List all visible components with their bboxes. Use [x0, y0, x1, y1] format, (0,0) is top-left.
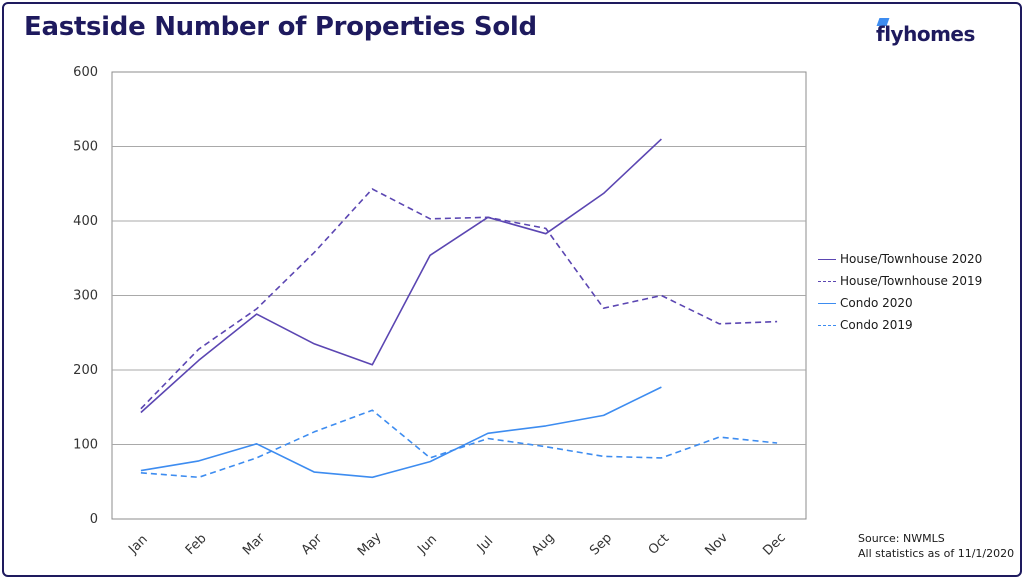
legend-label: Condo 2019	[840, 318, 913, 332]
x-tick-label: May	[355, 530, 385, 560]
series-line-condo-2019	[140, 409, 778, 479]
x-tick-label: Feb	[183, 531, 210, 558]
x-tick-label: Sep	[587, 531, 615, 559]
source-note: Source: NWMLS All statistics as of 11/1/…	[858, 531, 1014, 561]
y-tick-label: 600	[73, 65, 98, 80]
x-tick-label: Jun	[414, 532, 440, 558]
legend-label: Condo 2020	[840, 296, 913, 310]
legend-swatch	[818, 303, 836, 304]
x-tick-label: Jul	[474, 534, 496, 556]
source-line: Source: NWMLS	[858, 532, 945, 545]
x-tick-label: Oct	[646, 531, 673, 558]
legend-swatch	[818, 281, 836, 282]
legend-swatch	[818, 325, 836, 326]
x-tick-label: Aug	[529, 530, 558, 559]
series-line-condo-2020	[140, 386, 662, 479]
legend-label: House/Townhouse 2019	[840, 274, 983, 288]
brand-logo-text: flyhomes	[876, 22, 975, 46]
chart-title: Eastside Number of Properties Sold	[24, 12, 537, 42]
x-tick-label: Apr	[299, 531, 326, 558]
y-tick-label: 200	[73, 363, 98, 378]
x-tick-label: Jan	[125, 532, 150, 557]
x-tick-label: Nov	[703, 530, 732, 559]
y-tick-label: 400	[73, 214, 98, 229]
y-tick-label: 0	[90, 512, 98, 527]
statistics-date-line: All statistics as of 11/1/2020	[858, 547, 1015, 560]
y-tick-label: 300	[73, 289, 98, 304]
series-line-house-townhouse-2019	[140, 188, 778, 410]
y-tick-label: 100	[73, 438, 98, 453]
series-line-house-townhouse-2020	[140, 138, 662, 414]
x-tick-label: Dec	[760, 530, 788, 558]
legend-swatch	[818, 259, 836, 260]
y-tick-label: 500	[73, 140, 98, 155]
x-tick-label: Mar	[240, 530, 268, 558]
legend-label: House/Townhouse 2020	[840, 252, 983, 266]
